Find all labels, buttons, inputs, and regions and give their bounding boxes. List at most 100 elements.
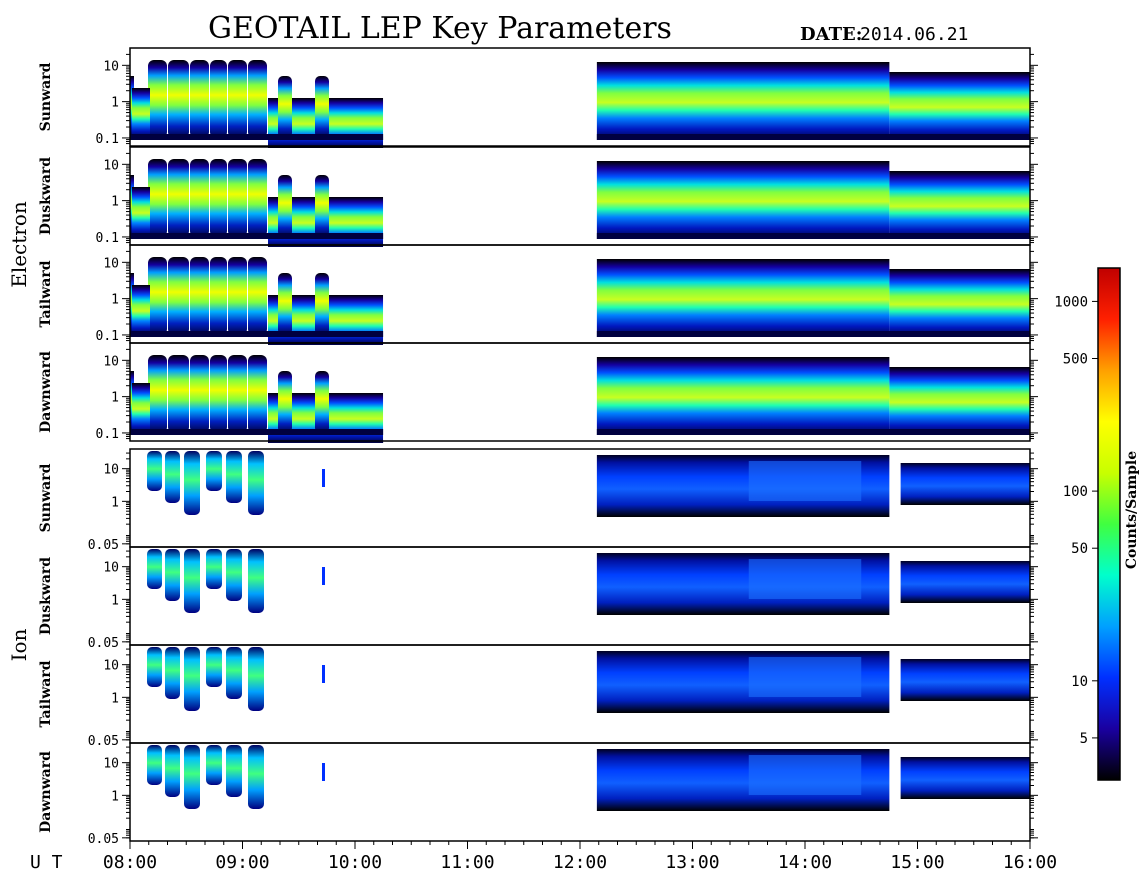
time-axis: 08:00 09:00 10:00 11:00 12:00 13:00 14:00 15:00… (103, 841, 1057, 873)
ion-burst (248, 451, 264, 515)
y-tick-label: 0.1 (96, 427, 119, 442)
spectrum-burst (315, 76, 329, 138)
y-tick-label: 10 (103, 561, 119, 576)
ion-burst (226, 647, 242, 699)
electron-panel-duskward (130, 148, 1030, 247)
electron-panel-dawnward (130, 344, 1030, 443)
ion-burst (147, 549, 162, 589)
spectrum-band (889, 269, 1030, 337)
panel-border (129, 644, 1031, 744)
spectrum-band (596, 357, 890, 435)
ion-burst (184, 549, 200, 613)
ion-burst (248, 549, 264, 613)
panel-direction-label: Duskward (38, 157, 54, 235)
colorbar-tick-label: 50 (1071, 541, 1088, 557)
panel-direction-label: Sunward (38, 62, 54, 131)
ion-panel-sunward (147, 451, 1030, 517)
spectrum-burst (248, 60, 267, 138)
spectrum-band (596, 62, 890, 140)
ion-burst (248, 745, 264, 809)
panel-frame: 10 1 0.05 Dawnward (38, 742, 1038, 847)
panel-frame: 10 1 0.1 Dawnward (38, 342, 1038, 442)
spectrum-band (596, 259, 890, 337)
spectrum-floor (130, 331, 384, 337)
colorbar: 1000 500 100 50 10 5 (1054, 267, 1121, 781)
spectrum-burst (168, 60, 189, 138)
ion-band-core (748, 461, 862, 501)
ion-burst (165, 647, 180, 699)
y-tick-label: 10 (103, 354, 119, 369)
ion-burst (184, 745, 200, 809)
y-tick-label: 0.05 (88, 636, 119, 651)
panel-direction-label: Tailward (38, 260, 54, 327)
ion-burst (322, 469, 325, 487)
ion-burst (147, 647, 162, 687)
group-label-electron: Electron (7, 201, 31, 288)
colorbar-label: Counts/Sample (1124, 451, 1140, 569)
panel-border (129, 47, 1031, 147)
x-tick-label: 11:00 (440, 852, 494, 873)
spectrogram-panels: 10 1 0.1 Sunward 10 1 0.1 Duskward 10 1 0.1 Tailwar… (7, 47, 1038, 847)
spectrum-floor (596, 134, 1030, 140)
ion-burst (165, 451, 180, 503)
y-tick-label: 0.05 (88, 832, 119, 847)
spectrum-burst (210, 355, 227, 433)
spectrum-floor (130, 233, 384, 239)
y-tick-label: 10 (103, 59, 119, 74)
spectrum-burst (190, 355, 209, 433)
x-tick-label: 08:00 (103, 852, 157, 873)
ion-burst (165, 745, 180, 797)
y-tick-label: 1 (111, 195, 119, 210)
x-axis-label: U T (30, 852, 63, 873)
ion-burst (165, 549, 180, 601)
y-tick-label: 10 (103, 659, 119, 674)
panel-direction-label: Duskward (38, 557, 54, 635)
spectrum-burst (190, 257, 209, 335)
spectrum-burst (228, 355, 247, 433)
colorbar-tick-label: 1000 (1054, 294, 1088, 310)
ion-panel-dawnward (147, 745, 1030, 811)
ion-burst (226, 745, 242, 797)
spectrum-burst (248, 257, 267, 335)
panel-direction-label: Dawnward (38, 351, 54, 433)
spectrum-burst (148, 257, 167, 335)
x-tick-label: 10:00 (328, 852, 382, 873)
ion-burst (147, 745, 162, 785)
y-tick-label: 1 (111, 96, 119, 111)
spectrum-burst (248, 159, 267, 237)
panel-border (129, 546, 1031, 646)
y-tick-label: 1 (111, 293, 119, 308)
ion-band (900, 561, 1030, 603)
spectrum-burst (228, 159, 247, 237)
spectrum-burst (228, 257, 247, 335)
spectrum-burst (278, 371, 292, 433)
panel-border (129, 448, 1031, 548)
ion-band-core (748, 657, 862, 697)
colorbar-tick-label: 100 (1063, 484, 1088, 500)
ion-burst (184, 647, 200, 711)
ion-burst (226, 549, 242, 601)
data-gap (383, 246, 597, 342)
ion-burst (322, 763, 325, 781)
ion-burst (322, 665, 325, 683)
y-tick-label: 1 (111, 691, 119, 706)
spectrum-band (596, 161, 890, 239)
spectrum-burst (148, 355, 167, 433)
y-tick-label: 1 (111, 593, 119, 608)
ion-band (900, 757, 1030, 799)
ion-burst (206, 451, 222, 491)
y-tick-label: 0.05 (88, 734, 119, 749)
spectrum-burst (278, 175, 292, 237)
spectrum-burst (210, 159, 227, 237)
spectrum-burst (248, 355, 267, 433)
spectrum-burst (315, 273, 329, 335)
spectrum-burst (210, 60, 227, 138)
x-tick-label: 15:00 (890, 852, 944, 873)
electron-panel-tailward (130, 246, 1030, 345)
y-tick-label: 10 (103, 757, 119, 772)
y-tick-label: 0.1 (96, 231, 119, 246)
ion-burst (206, 745, 222, 785)
spectrum-burst (148, 159, 167, 237)
spectrum-burst (168, 257, 189, 335)
